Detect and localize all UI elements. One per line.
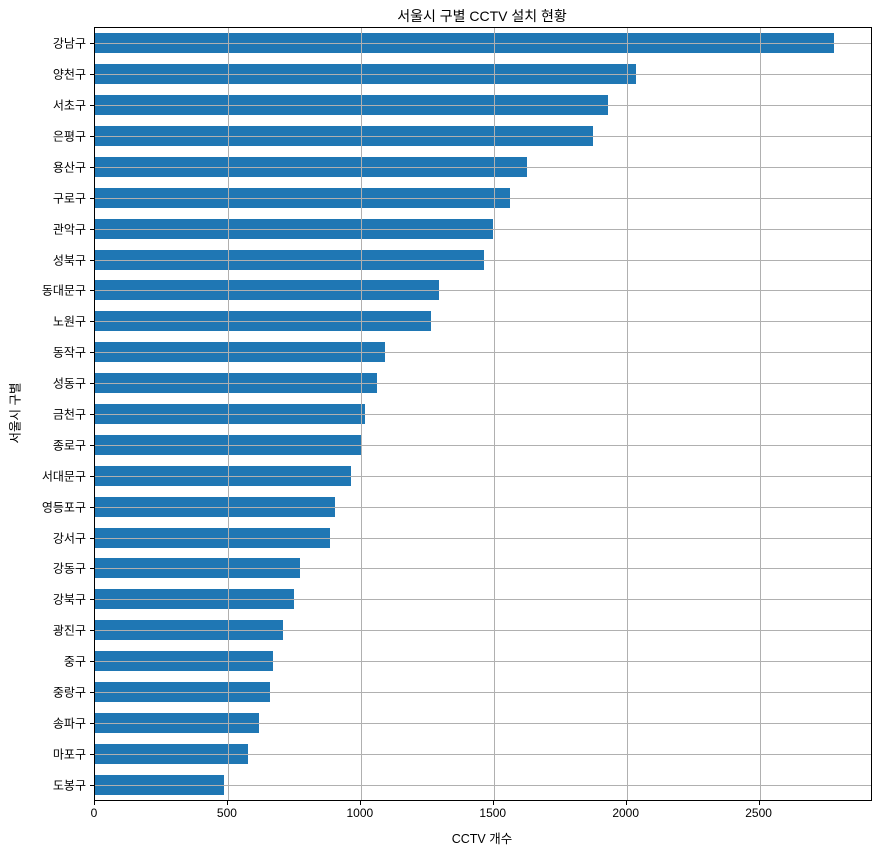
x-gridline <box>626 28 628 800</box>
x-gridline <box>493 28 495 800</box>
y-tick-label: 광진구 <box>52 623 86 638</box>
chart-title: 서울시 구별 CCTV 설치 현황 <box>397 8 567 24</box>
y-gridline <box>95 784 871 786</box>
x-tick-mark <box>94 801 95 805</box>
y-tick-label: 서초구 <box>52 98 86 113</box>
y-gridline <box>95 228 871 230</box>
y-gridline <box>95 259 871 261</box>
y-gridline <box>95 414 871 415</box>
y-tick-mark <box>90 568 94 570</box>
y-gridline <box>95 475 871 477</box>
y-tick-mark <box>90 691 94 693</box>
x-tick-label: 1000 <box>346 806 374 820</box>
y-gridline <box>95 290 871 292</box>
x-tick-label: 2500 <box>745 806 772 820</box>
y-tick-label: 도봉구 <box>52 778 86 793</box>
x-tick-label: 1500 <box>479 806 507 820</box>
y-gridline <box>95 506 871 508</box>
y-gridline <box>95 722 871 724</box>
x-gridline <box>227 28 229 800</box>
y-gridline <box>95 105 871 107</box>
y-tick-mark <box>90 74 94 76</box>
y-gridline <box>95 599 871 601</box>
y-gridline <box>95 43 871 45</box>
y-tick-label: 동작구 <box>52 345 86 360</box>
x-tick-mark <box>359 801 361 805</box>
y-tick-label: 성동구 <box>52 376 86 391</box>
y-tick-mark <box>90 197 94 199</box>
y-gridline <box>95 74 871 76</box>
y-tick-mark <box>90 753 94 755</box>
y-gridline <box>95 321 871 323</box>
y-tick-label: 노원구 <box>52 314 86 329</box>
y-tick-mark <box>90 506 94 508</box>
y-tick-label: 영등포구 <box>41 500 86 515</box>
y-tick-label: 강남구 <box>52 36 86 51</box>
y-tick-label: 동대문구 <box>41 283 86 298</box>
plot-area <box>94 27 872 801</box>
y-tick-label: 강서구 <box>52 531 86 546</box>
y-gridline <box>95 630 871 632</box>
y-gridline <box>95 166 871 168</box>
x-tick-mark <box>226 801 228 805</box>
y-gridline <box>95 661 871 663</box>
y-gridline <box>95 383 871 385</box>
x-axis-label: CCTV 개수 <box>451 832 513 846</box>
y-tick-label: 관악구 <box>52 222 86 237</box>
y-tick-mark <box>90 784 94 786</box>
y-tick-mark <box>90 352 94 354</box>
y-gridline <box>95 568 871 570</box>
y-tick-label: 중구 <box>63 654 86 669</box>
y-gridline <box>95 444 871 446</box>
y-tick-mark <box>90 661 94 663</box>
y-tick-mark <box>90 228 94 230</box>
x-tick-label: 0 <box>90 806 98 820</box>
y-tick-label: 송파구 <box>52 716 86 731</box>
y-tick-label: 금천구 <box>52 407 86 422</box>
x-tick-mark <box>758 801 760 805</box>
y-axis-label: 서울시 구별 <box>8 382 23 444</box>
y-tick-mark <box>90 599 94 601</box>
y-tick-label: 강북구 <box>52 592 86 607</box>
y-tick-mark <box>90 722 94 724</box>
y-gridline <box>95 537 871 539</box>
x-gridline <box>360 28 362 800</box>
y-tick-mark <box>90 105 94 107</box>
x-tick-mark <box>625 801 627 805</box>
x-gridline <box>759 28 761 800</box>
y-tick-label: 은평구 <box>52 129 86 144</box>
y-tick-label: 양천구 <box>52 67 86 82</box>
y-tick-mark <box>90 414 94 415</box>
y-tick-mark <box>90 444 94 446</box>
y-tick-mark <box>90 475 94 477</box>
y-tick-mark <box>90 383 94 385</box>
y-tick-label: 성북구 <box>52 253 86 268</box>
y-tick-label: 종로구 <box>52 438 86 453</box>
y-tick-mark <box>90 321 94 323</box>
y-gridline <box>95 753 871 755</box>
y-tick-mark <box>90 136 94 138</box>
y-tick-mark <box>90 537 94 539</box>
y-tick-label: 마포구 <box>52 747 86 762</box>
y-tick-mark <box>90 166 94 168</box>
x-tick-label: 2000 <box>612 806 640 820</box>
y-tick-label: 강동구 <box>52 561 86 576</box>
x-tick-mark <box>492 801 494 805</box>
y-tick-label: 서대문구 <box>41 469 86 484</box>
y-tick-mark <box>90 630 94 632</box>
x-tick-label: 500 <box>216 806 237 820</box>
y-tick-label: 구로구 <box>52 191 86 206</box>
y-gridline <box>95 197 871 199</box>
y-tick-mark <box>90 290 94 292</box>
y-tick-mark <box>90 43 94 45</box>
y-tick-label: 용산구 <box>52 160 86 175</box>
y-gridline <box>95 136 871 138</box>
y-gridline <box>95 691 871 693</box>
y-tick-mark <box>90 259 94 261</box>
y-tick-label: 중랑구 <box>52 685 86 700</box>
y-gridline <box>95 352 871 354</box>
